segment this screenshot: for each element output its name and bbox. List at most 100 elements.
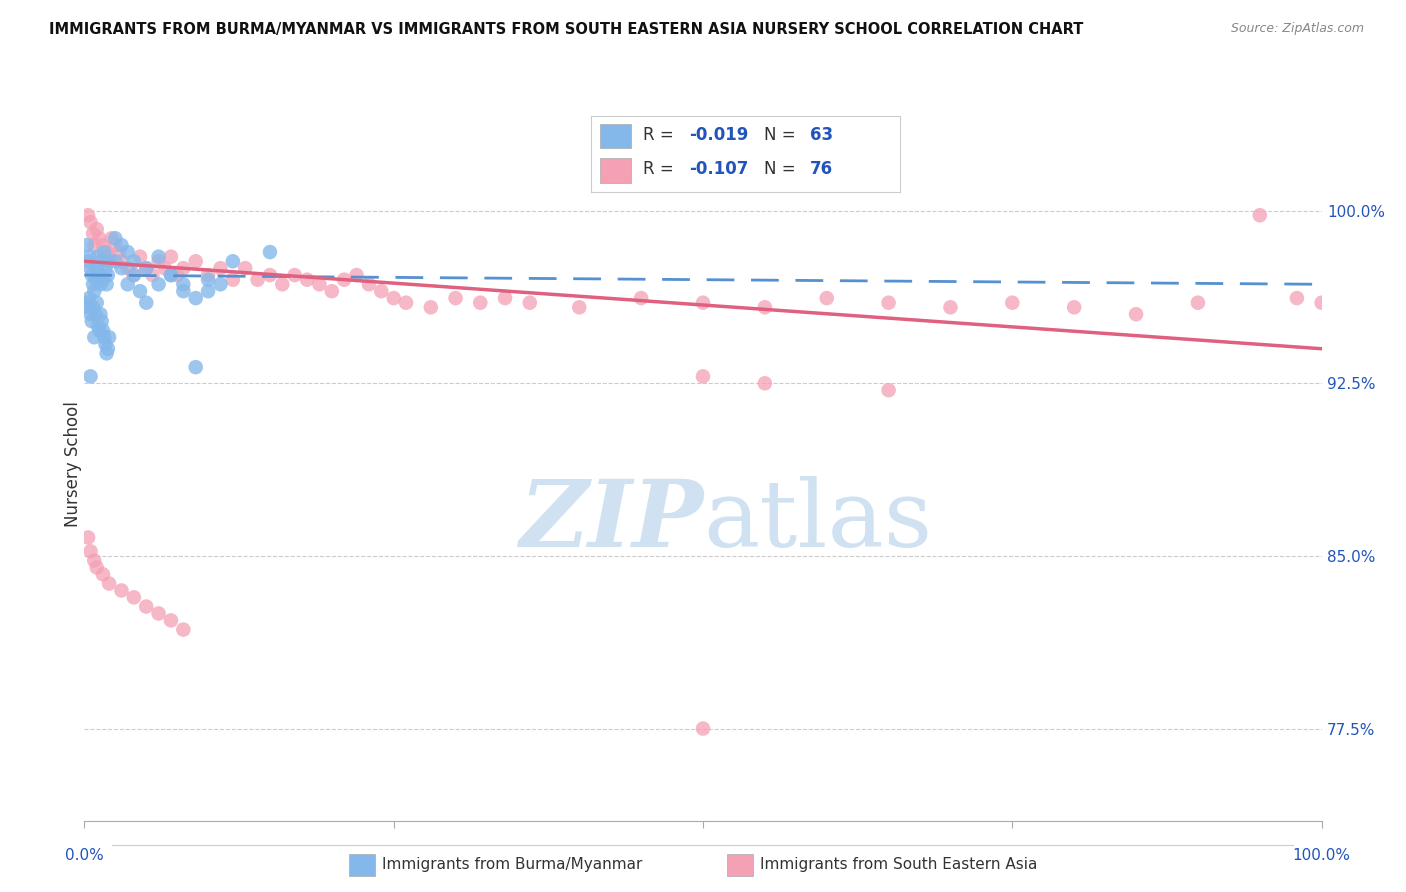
Point	[96, 346, 118, 360]
Point	[76, 238, 98, 252]
Bar	[600, 124, 631, 148]
Point	[110, 261, 132, 276]
Bar	[600, 159, 631, 183]
Point	[1063, 301, 1085, 315]
Point	[172, 284, 194, 298]
Point	[1249, 208, 1271, 222]
Point	[1285, 291, 1308, 305]
Point	[295, 273, 318, 287]
Point	[321, 284, 343, 298]
Point	[82, 227, 104, 241]
Point	[877, 295, 900, 310]
Point	[259, 268, 281, 282]
Point	[93, 330, 115, 344]
Point	[166, 268, 188, 282]
Point	[160, 613, 183, 627]
Point	[630, 291, 652, 305]
Point	[148, 250, 170, 264]
Bar	[727, 855, 752, 876]
Point	[395, 295, 418, 310]
Text: 0.0%: 0.0%	[65, 848, 104, 863]
Text: N =: N =	[763, 127, 800, 145]
Point	[1310, 295, 1333, 310]
Point	[197, 268, 219, 282]
Text: 100.0%: 100.0%	[1292, 848, 1351, 863]
Point	[172, 261, 194, 276]
Point	[135, 261, 157, 276]
Point	[110, 583, 132, 598]
Point	[80, 314, 103, 328]
Point	[89, 323, 111, 337]
Point	[184, 254, 207, 268]
Text: -0.019: -0.019	[689, 127, 749, 145]
Point	[308, 277, 330, 292]
Point	[153, 261, 176, 276]
Point	[96, 277, 118, 292]
Point	[122, 268, 145, 282]
Point	[135, 599, 157, 614]
Point	[97, 342, 120, 356]
Point	[104, 254, 127, 268]
Point	[94, 261, 117, 276]
Point	[86, 261, 108, 276]
Point	[93, 245, 115, 260]
Point	[108, 245, 131, 260]
Point	[754, 376, 776, 391]
Point	[172, 623, 194, 637]
Text: IMMIGRANTS FROM BURMA/MYANMAR VS IMMIGRANTS FROM SOUTH EASTERN ASIA NURSERY SCHO: IMMIGRANTS FROM BURMA/MYANMAR VS IMMIGRA…	[49, 22, 1084, 37]
Point	[160, 268, 183, 282]
Point	[141, 268, 163, 282]
Point	[1001, 295, 1024, 310]
Point	[77, 208, 100, 222]
Text: 63: 63	[810, 127, 834, 145]
Point	[97, 268, 120, 282]
Point	[692, 369, 714, 384]
Point	[98, 250, 121, 264]
Point	[370, 284, 392, 298]
Point	[209, 261, 232, 276]
Point	[90, 314, 112, 328]
Point	[96, 245, 118, 260]
Point	[568, 301, 591, 315]
Point	[129, 250, 152, 264]
Point	[89, 277, 111, 292]
Point	[91, 238, 114, 252]
Text: 76: 76	[810, 161, 834, 178]
Point	[82, 277, 104, 292]
Point	[692, 295, 714, 310]
Point	[160, 268, 183, 282]
Point	[98, 254, 121, 268]
Point	[84, 307, 107, 321]
Point	[209, 277, 232, 292]
Point	[222, 273, 245, 287]
Point	[122, 254, 145, 268]
Y-axis label: Nursery School: Nursery School	[65, 401, 82, 527]
Point	[444, 291, 467, 305]
Text: Immigrants from Burma/Myanmar: Immigrants from Burma/Myanmar	[382, 857, 643, 871]
Point	[79, 369, 101, 384]
Point	[333, 273, 356, 287]
Point	[184, 360, 207, 375]
Point	[815, 291, 838, 305]
Point	[104, 238, 127, 252]
Point	[83, 330, 105, 344]
Point	[246, 273, 269, 287]
Point	[382, 291, 405, 305]
Point	[1125, 307, 1147, 321]
Point	[94, 337, 117, 351]
Point	[83, 238, 105, 252]
Point	[519, 295, 541, 310]
Point	[117, 261, 139, 276]
Point	[259, 245, 281, 260]
Point	[754, 301, 776, 315]
Point	[122, 268, 145, 282]
Text: R =: R =	[643, 127, 679, 145]
Point	[346, 268, 368, 282]
Point	[419, 301, 441, 315]
Point	[79, 291, 101, 305]
Point	[184, 291, 207, 305]
Point	[110, 238, 132, 252]
Point	[86, 560, 108, 574]
Point	[80, 268, 103, 282]
Point	[82, 301, 104, 315]
